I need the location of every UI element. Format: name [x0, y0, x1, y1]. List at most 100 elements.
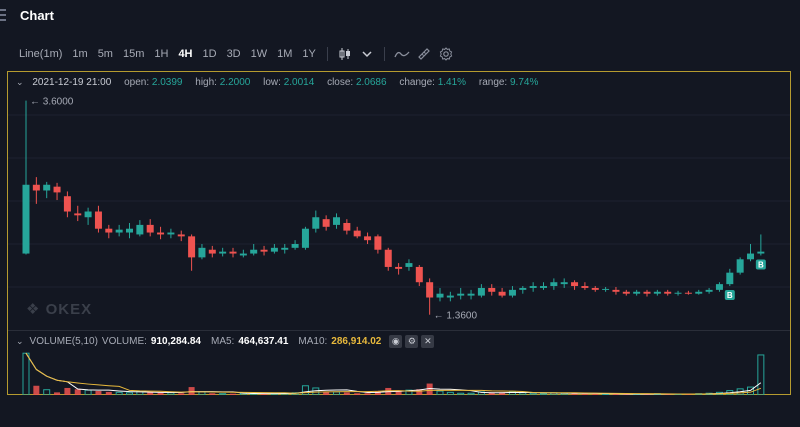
candle-body	[477, 287, 485, 296]
buy-badge[interactable]	[755, 259, 766, 270]
candle-body	[591, 287, 599, 290]
chevron-down-icon[interactable]	[356, 43, 378, 65]
timeframe-15m[interactable]: 15m	[122, 48, 145, 60]
chart-frame: ⌄ 2021-12-19 21:00 open: 2.0399 high: 2.…	[7, 71, 791, 395]
candle-body	[436, 293, 444, 298]
volume-bar	[571, 393, 578, 395]
volume-bar	[43, 389, 51, 395]
candle-body	[602, 288, 610, 290]
max-price-marker: ← 3.6000	[30, 97, 74, 108]
volume-bar	[230, 393, 236, 395]
timeframe-3d[interactable]: 3D	[226, 48, 241, 60]
volume-bar	[623, 394, 630, 395]
candle-body	[405, 263, 413, 267]
timeframe-1w[interactable]: 1W	[250, 48, 268, 60]
candle-body	[126, 228, 133, 233]
volume-bar	[405, 389, 413, 395]
chart-toolbar: Line(1m) 1m 5m 15m 1H 4H 1D 3D 1W 1M 1Y	[14, 42, 457, 66]
volume-bar	[126, 392, 133, 395]
candle-body	[736, 259, 744, 273]
menu-icon[interactable]	[0, 9, 6, 23]
buy-badge-label: B	[758, 260, 764, 269]
candle-body	[540, 286, 547, 288]
volume-bar	[95, 391, 102, 395]
legend-low-label: low:	[263, 77, 281, 88]
candle-body	[115, 229, 123, 233]
legend-low-value: 2.0014	[283, 77, 315, 88]
volume-bar	[581, 393, 588, 395]
candle-body	[177, 234, 185, 237]
watermark-text: OKEX	[45, 301, 93, 318]
volume-svg	[22, 352, 765, 395]
buy-badge[interactable]	[724, 290, 735, 301]
volume-bar	[167, 392, 175, 395]
volume-bar	[519, 392, 527, 395]
candle-body	[260, 249, 268, 252]
candle-body	[301, 228, 309, 248]
timeframe-4h[interactable]: 4H	[178, 48, 193, 60]
candle-body	[674, 292, 682, 294]
ma5-line	[25, 352, 762, 395]
legend-high-label: high:	[195, 77, 217, 88]
candle-body	[560, 282, 568, 285]
candle-body	[488, 287, 496, 292]
volume-bar	[147, 392, 154, 395]
legend-open-label: open:	[124, 77, 150, 88]
candle-body	[208, 249, 216, 254]
candlestick-type-icon[interactable]	[334, 43, 356, 65]
eye-icon[interactable]: ◉	[389, 335, 403, 348]
volume-bar	[33, 385, 40, 395]
volume-label: VOLUME:	[101, 336, 147, 347]
candle-body	[695, 291, 703, 294]
ma5-value: 464,637.41	[238, 336, 289, 347]
indicator-settings-icon[interactable]: ⚙	[405, 335, 419, 348]
candle-body	[664, 291, 672, 294]
candle-body	[633, 291, 641, 294]
candlestick-plot[interactable]: ⌄ 2021-12-19 21:00 open: 2.0399 high: 2.…	[8, 72, 790, 330]
timeframe-1h[interactable]: 1H	[154, 48, 169, 60]
toolbar-divider	[383, 47, 385, 61]
timeframe-1d[interactable]: 1D	[202, 48, 217, 60]
volume-bar	[354, 393, 361, 395]
collapse-volume-icon[interactable]: ⌄	[16, 336, 24, 346]
timeframe-5m[interactable]: 5m	[97, 48, 113, 60]
candle-body	[726, 272, 734, 285]
volume-bar	[416, 389, 423, 395]
candle-body	[550, 282, 558, 287]
volume-bar	[499, 392, 506, 395]
candle-body	[250, 249, 258, 254]
candle-body	[53, 186, 61, 193]
collapse-legend-icon[interactable]: ⌄	[16, 77, 24, 87]
volume-bar	[488, 392, 495, 395]
candle-body	[22, 184, 30, 254]
legend-open-value: 2.0399	[151, 77, 183, 88]
volume-bar	[612, 393, 619, 395]
candle-body	[312, 217, 320, 229]
candle-body	[705, 289, 713, 292]
candle-body	[519, 287, 527, 290]
volume-bar	[209, 393, 216, 395]
settings-gear-icon[interactable]	[435, 43, 457, 65]
volume-bar	[446, 391, 454, 395]
candle-body	[415, 266, 423, 283]
volume-bar	[685, 394, 692, 395]
volume-bar	[333, 391, 340, 395]
candle-body	[343, 222, 351, 231]
volume-bar	[74, 389, 81, 395]
candle-body	[426, 282, 434, 298]
legend-datetime: 2021-12-19 21:00	[32, 77, 112, 88]
candle-body	[333, 217, 340, 225]
timeframe-1month[interactable]: 1M	[277, 48, 293, 60]
volume-plot[interactable]: ⌄ VOLUME(5,10) VOLUME: 910,284.84 MA5: 4…	[8, 330, 790, 395]
timeframe-1m[interactable]: 1m	[72, 48, 88, 60]
candle-body	[747, 253, 754, 260]
draw-ruler-icon[interactable]	[413, 43, 435, 65]
timeframe-line-1m[interactable]: Line(1m)	[19, 48, 63, 60]
indicator-wave-icon[interactable]	[391, 43, 413, 65]
volume-bar	[364, 393, 371, 395]
candle-body	[281, 247, 289, 250]
timeframe-1y[interactable]: 1Y	[302, 48, 316, 60]
close-indicator-icon[interactable]: ✕	[421, 335, 435, 348]
volume-bar	[467, 392, 475, 395]
ma10-label: MA10:	[298, 336, 328, 347]
